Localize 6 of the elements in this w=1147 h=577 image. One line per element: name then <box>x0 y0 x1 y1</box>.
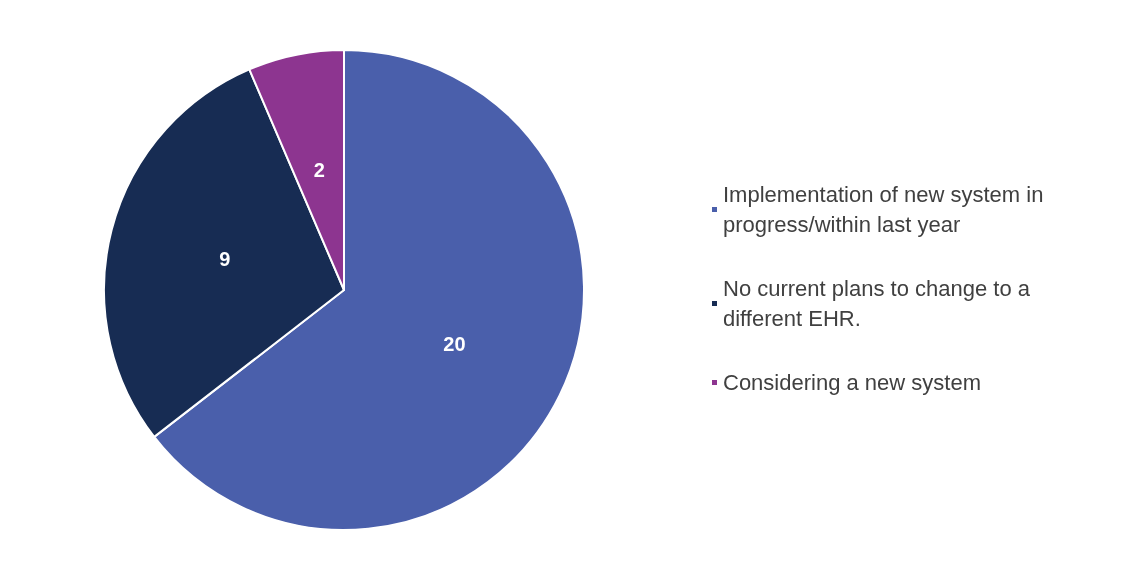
legend-label: No current plans to change to a different EHR. <box>723 276 1037 331</box>
legend-label: Implementation of new system in progress/within last year <box>723 182 1050 237</box>
data-label: 20 <box>443 333 466 356</box>
legend-label: Considering a new system <box>723 370 982 395</box>
data-label: 9 <box>219 248 231 271</box>
data-label: 2 <box>313 158 325 181</box>
